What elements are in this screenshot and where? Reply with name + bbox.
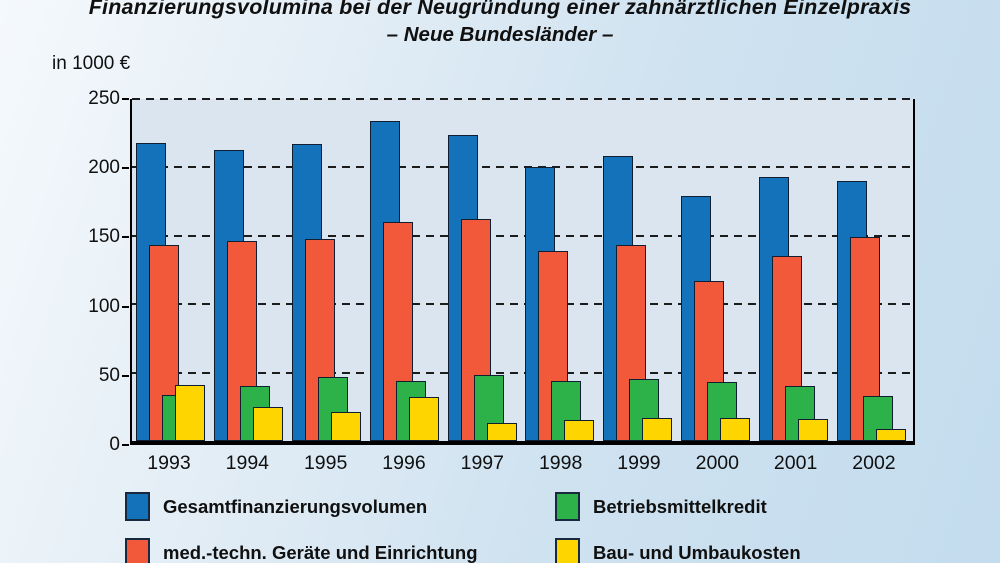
legend-swatch: [125, 538, 150, 563]
gridline: [132, 166, 913, 169]
y-axis-tick: [122, 98, 129, 100]
bar: [564, 420, 595, 441]
legend-item: Gesamtfinanzierungsvolumen: [125, 492, 478, 521]
bar-group-1994: [213, 99, 284, 441]
bar-group-1999: [603, 99, 673, 441]
legend: Gesamtfinanzierungsvolumen med.-techn. Ge…: [0, 492, 1000, 563]
gridline: [132, 234, 913, 237]
legend-label: med.-techn. Geräte und Einrichtung: [163, 541, 478, 563]
chart-title-line1: Finanzierungsvolumina bei der Neugründun…: [88, 0, 912, 19]
y-axis-label: 250: [88, 88, 120, 109]
y-axis-tick: [122, 305, 129, 308]
legend-item: Betriebsmittelkredit: [555, 492, 801, 521]
gridline: [132, 371, 913, 374]
legend-column: Gesamtfinanzierungsvolumen med.-techn. Ge…: [125, 492, 478, 563]
x-axis-label: 2000: [695, 452, 739, 474]
bar: [252, 406, 283, 441]
y-axis-label: 100: [88, 295, 120, 317]
y-axis-label: 0: [109, 434, 120, 455]
x-axis-label: 2001: [773, 452, 818, 474]
legend-swatch: [555, 538, 580, 563]
legend-swatch: [555, 492, 580, 521]
legend-label: Gesamtfinanzierungsvolumen: [163, 495, 428, 517]
gridline: [132, 98, 913, 100]
x-axis-label: 1999: [617, 452, 661, 474]
bar-group-2000: [681, 99, 751, 441]
y-axis-tick: [122, 167, 129, 170]
y-axis-label: 150: [88, 226, 120, 248]
plot-area: [130, 98, 915, 445]
bar-group-1993: [136, 99, 206, 441]
bar: [875, 428, 906, 441]
x-axis-label: 1993: [147, 452, 191, 474]
y-axis-tick: [122, 374, 129, 377]
chart-subtitle: – Neue Bundesländer –: [386, 22, 614, 46]
x-axis-label: 2002: [852, 452, 896, 474]
bar: [798, 419, 828, 441]
bar: [720, 417, 751, 441]
legend-label: Betriebsmittelkredit: [593, 495, 767, 517]
y-axis-label: 50: [98, 364, 120, 386]
bar-group-2001: [759, 99, 829, 441]
bar: [175, 384, 205, 441]
y-axis-label: 200: [88, 157, 120, 179]
x-axis-labels: 1993 1994 1995 1996 1997 1998 1999 2000 2001 2002: [130, 452, 915, 475]
bar-group-1995: [291, 99, 362, 441]
bar: [642, 417, 673, 441]
bar-group-1996: [369, 99, 440, 441]
legend-column: Betriebsmittelkredit Bau- und Umbaukosten: [555, 492, 801, 563]
x-axis-label: 1995: [303, 452, 348, 474]
legend-label: Bau- und Umbaukosten: [593, 541, 801, 563]
gridline: [132, 303, 913, 306]
bar-group-2002: [836, 99, 907, 441]
y-axis-tick: [122, 444, 129, 446]
bar: [486, 423, 517, 441]
bar-group-1997: [447, 99, 518, 441]
x-axis-label: 1994: [225, 452, 270, 474]
legend-item: Bau- und Umbaukosten: [555, 538, 801, 563]
x-axis-label: 1996: [382, 452, 426, 474]
y-axis-tick: [122, 236, 129, 239]
bar-group-1998: [525, 99, 595, 441]
y-axis-labels: 0 50 100 150 200 250: [30, 88, 120, 455]
x-axis-label: 1997: [460, 452, 504, 474]
legend-item: med.-techn. Geräte und Einrichtung: [125, 538, 478, 563]
y-axis-unit-label: in 1000 €: [52, 53, 131, 74]
bar-groups: [132, 99, 913, 441]
legend-swatch: [125, 492, 150, 521]
chart-title: Finanzierungsvolumina bei der Neugründun…: [0, 0, 1000, 49]
bar: [330, 412, 361, 441]
x-axis-label: 1998: [538, 452, 583, 474]
bar: [408, 397, 439, 441]
